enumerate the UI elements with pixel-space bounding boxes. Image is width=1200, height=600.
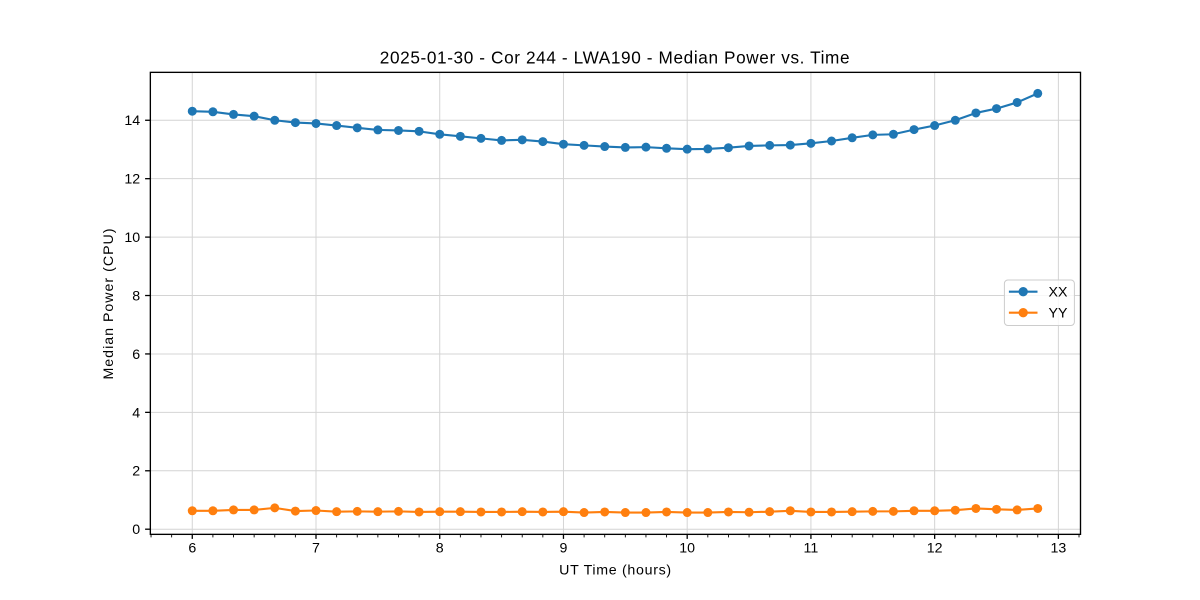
svg-text:2: 2	[132, 464, 140, 480]
svg-text:2025-01-30 - Cor 244 - LWA190: 2025-01-30 - Cor 244 - LWA190 - Median P…	[380, 48, 850, 68]
svg-text:0: 0	[132, 522, 140, 538]
svg-text:6: 6	[132, 347, 140, 363]
svg-text:6: 6	[188, 541, 196, 557]
svg-text:YY: YY	[1049, 306, 1068, 322]
svg-text:4: 4	[132, 405, 140, 421]
svg-text:UT Time (hours): UT Time (hours)	[559, 563, 672, 579]
svg-text:7: 7	[312, 541, 320, 557]
svg-text:12: 12	[124, 172, 140, 188]
svg-text:10: 10	[679, 541, 695, 557]
svg-text:14: 14	[124, 113, 140, 129]
svg-text:10: 10	[124, 230, 140, 246]
svg-text:12: 12	[927, 541, 943, 557]
svg-text:XX: XX	[1049, 285, 1068, 301]
svg-text:9: 9	[560, 541, 568, 557]
svg-text:8: 8	[436, 541, 444, 557]
svg-text:11: 11	[804, 541, 819, 557]
svg-text:8: 8	[132, 288, 140, 304]
svg-text:13: 13	[1050, 541, 1066, 557]
svg-text:Median Power (CPU): Median Power (CPU)	[101, 227, 117, 379]
